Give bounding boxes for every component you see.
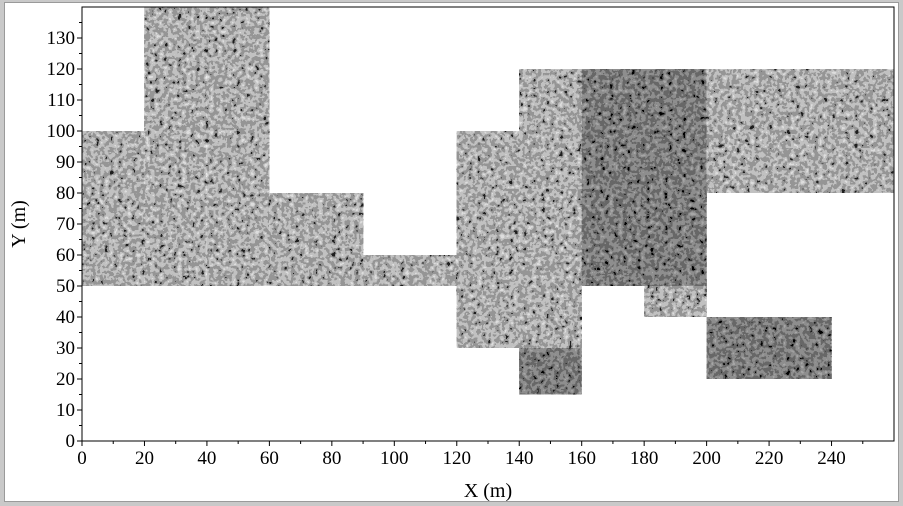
- axes-layer: 0 20 40 60 80 100 120 140 160 180 200 220 240 0 10 20 30…: [47, 6, 895, 469]
- x-tick-label: 240: [817, 448, 846, 469]
- survey-patch: [519, 69, 582, 348]
- survey-patch: [706, 69, 894, 193]
- x-tick-label: 160: [567, 448, 596, 469]
- survey-patch: [644, 286, 707, 317]
- y-tick-label: 40: [56, 307, 75, 328]
- x-tick-label: 40: [197, 448, 216, 469]
- x-tick-label: 220: [755, 448, 784, 469]
- x-tick-label: 120: [443, 448, 472, 469]
- x-tick-label: 0: [77, 448, 87, 469]
- survey-patch: [144, 7, 207, 286]
- y-tick-label: 20: [56, 369, 75, 390]
- x-tick-label: 100: [380, 448, 409, 469]
- y-axis-label: Y (m): [8, 200, 30, 248]
- y-tick-label: 110: [47, 90, 75, 111]
- y-tick-label: 90: [56, 152, 75, 173]
- y-tick-label: 70: [56, 214, 75, 235]
- survey-patch: [519, 348, 582, 395]
- survey-chart: 0 20 40 60 80 100 120 140 160 180 200 220 240 0 10 20 30…: [8, 6, 895, 502]
- survey-patch: [82, 131, 145, 286]
- survey-patch: [206, 7, 270, 286]
- patch-layer: [82, 7, 894, 395]
- x-tick-label: 140: [505, 448, 534, 469]
- survey-patch: [581, 69, 707, 286]
- x-tick-label: 20: [135, 448, 154, 469]
- y-tick-label: 100: [47, 121, 76, 142]
- x-tick-label: 60: [260, 448, 279, 469]
- x-tick-label: 180: [630, 448, 659, 469]
- chart-frame: 0 20 40 60 80 100 120 140 160 180 200 220 240 0 10 20 30…: [4, 2, 899, 502]
- y-tick-label: 120: [47, 59, 76, 80]
- y-tick-label: 10: [56, 400, 75, 421]
- y-tick-label: 0: [66, 431, 76, 452]
- x-tick-label: 200: [692, 448, 721, 469]
- survey-patch: [706, 317, 832, 379]
- y-tick-label: 80: [56, 183, 75, 204]
- survey-patch: [269, 193, 364, 286]
- x-axis-label: X (m): [464, 480, 512, 501]
- x-tick-label: 80: [322, 448, 341, 469]
- y-tick-label: 60: [56, 245, 75, 266]
- survey-patch: [456, 131, 520, 348]
- survey-patch: [363, 255, 457, 286]
- y-tick-label: 130: [47, 28, 76, 49]
- y-tick-label: 30: [56, 338, 75, 359]
- y-tick-label: 50: [56, 276, 75, 297]
